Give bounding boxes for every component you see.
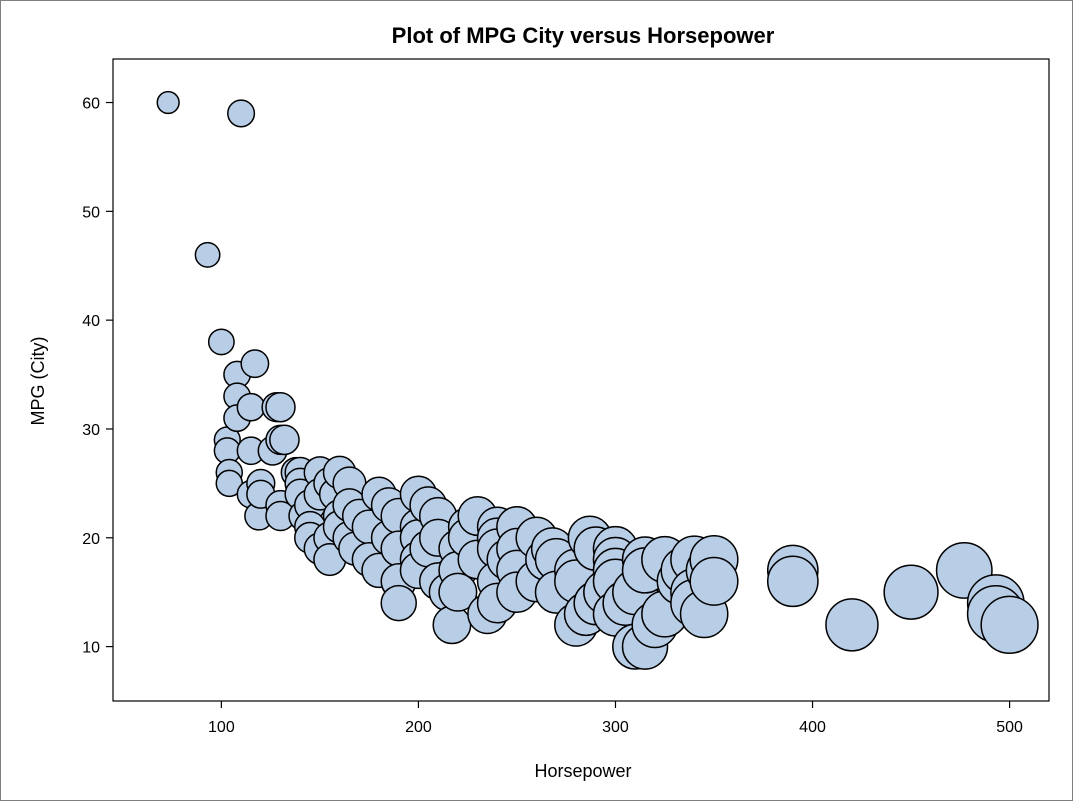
x-tick-label: 400 [799,719,826,736]
data-point [883,564,939,620]
y-tick-label: 10 [82,640,100,657]
data-point [980,595,1039,654]
chart-title: Plot of MPG City versus Horsepower [392,23,775,48]
bubble-layer [156,90,1039,670]
y-tick-label: 40 [82,313,100,330]
data-point [432,605,472,645]
plot-area-border [112,58,1050,702]
x-axis-label: Horsepower [534,761,631,781]
data-point [265,391,296,423]
y-tick-label: 50 [82,204,100,221]
data-point [207,328,235,356]
data-point [194,241,221,268]
x-axis: 100 200 300 400 500 [208,701,1023,736]
y-tick-label: 20 [82,531,100,548]
y-axis-label: MPG (City) [28,337,48,426]
y-tick-label: 30 [82,422,100,439]
data-point [766,555,819,608]
data-point [438,572,478,612]
y-tick-label: 60 [82,96,100,113]
y-axis: 10 20 30 40 50 60 [82,96,113,657]
data-point [227,99,256,128]
x-tick-label: 500 [996,719,1023,736]
data-point [156,90,180,115]
x-tick-label: 100 [208,719,235,736]
data-point [240,349,270,379]
x-tick-label: 300 [602,719,629,736]
data-point [380,584,417,622]
x-tick-label: 200 [405,719,432,736]
data-point [269,424,300,456]
data-point [689,556,739,606]
data-point [236,392,266,422]
data-point [825,598,879,652]
